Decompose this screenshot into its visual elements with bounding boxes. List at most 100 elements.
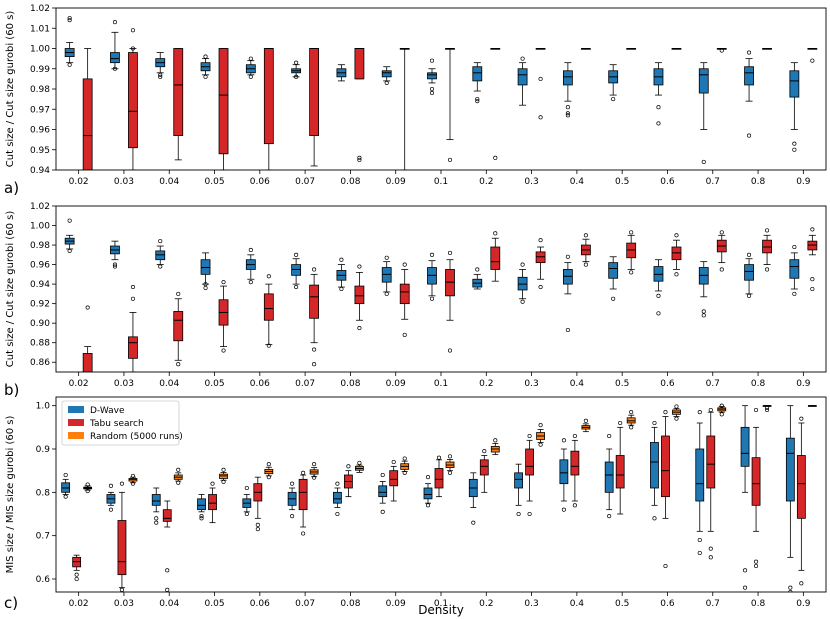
- box-dwave-0.05: [200, 54, 211, 79]
- flier-point: [663, 563, 668, 569]
- flier-point: [112, 20, 117, 25]
- x-tick-label: 0.07: [295, 599, 315, 609]
- y-tick-label: 0.96: [30, 261, 50, 271]
- legend-label: D-Wave: [90, 406, 125, 416]
- box-tabu-0.06: [253, 476, 263, 532]
- flier-point: [74, 576, 79, 582]
- box-dwave-0.05: [200, 252, 211, 291]
- flier-point: [63, 494, 68, 499]
- flier-point: [652, 516, 657, 521]
- flier-point: [652, 420, 657, 426]
- flier-point: [697, 537, 702, 543]
- flier-point: [165, 587, 170, 592]
- flier-point: [255, 522, 260, 527]
- x-tick-label: 0.4: [570, 379, 585, 389]
- box-dwave-0.9: [789, 244, 800, 296]
- x-tick-label: 0.7: [706, 599, 720, 609]
- flier-point: [301, 470, 306, 475]
- box-dwave-0.09: [381, 255, 392, 296]
- box-tabu-0.9: [807, 48, 818, 63]
- box-body: [740, 426, 750, 467]
- flier-point: [475, 97, 480, 102]
- box-dwave-0.9: [785, 405, 795, 592]
- box-dwave-0.03: [110, 240, 120, 269]
- flier-point: [165, 568, 170, 573]
- box-dwave-0.04: [155, 239, 166, 269]
- box-tabu-0.8: [751, 407, 761, 569]
- flier-point: [203, 282, 208, 287]
- box-body: [423, 487, 433, 500]
- x-tick-label: 0.8: [751, 599, 766, 609]
- box-dwave-0.06: [245, 247, 256, 285]
- flier-point: [130, 481, 135, 486]
- flier-point: [792, 141, 797, 146]
- box-body: [698, 68, 709, 94]
- x-tick-label: 0.8: [751, 177, 766, 187]
- y-tick-label: 1.00: [30, 222, 50, 232]
- flier-point: [583, 262, 588, 267]
- box-body: [427, 72, 437, 80]
- flier-point: [67, 16, 72, 21]
- box-body: [796, 455, 806, 519]
- flier-point: [754, 563, 759, 569]
- flier-point: [583, 418, 588, 423]
- y-tick-label: 0.6: [36, 575, 51, 585]
- flier-point: [520, 262, 525, 267]
- flier-point: [471, 520, 476, 525]
- legend-label: Random (5000 runs): [90, 432, 183, 442]
- box-tabu-0.06: [263, 274, 274, 348]
- flier-point: [391, 459, 396, 465]
- flier-point: [701, 159, 706, 164]
- y-tick-label: 1.00: [30, 45, 50, 55]
- box-body: [608, 262, 619, 279]
- flier-point: [765, 267, 770, 272]
- x-tick-label: 0.1: [434, 379, 448, 389]
- box-body: [333, 491, 342, 504]
- flier-point: [436, 455, 442, 460]
- x-tick-label: 0.5: [615, 599, 629, 609]
- box-tabu-0.05: [218, 48, 229, 170]
- box-random-0.8: [762, 405, 772, 413]
- flier-point: [708, 407, 713, 413]
- x-tick-label: 0.03: [114, 599, 134, 609]
- box-dwave-0.04: [155, 52, 166, 79]
- box-dwave-0.07: [287, 481, 297, 519]
- flier-point: [697, 410, 702, 415]
- flier-point: [754, 407, 759, 413]
- box-tabu-0.7: [706, 407, 716, 560]
- box-body: [525, 448, 534, 476]
- flier-point: [629, 270, 634, 275]
- flier-point: [719, 48, 724, 53]
- flier-point: [130, 46, 135, 51]
- box-dwave-0.6: [653, 62, 664, 126]
- box-dwave-0.05: [197, 494, 206, 521]
- flier-point: [112, 264, 117, 269]
- flier-point: [447, 157, 453, 162]
- x-tick-label: 0.02: [69, 599, 89, 609]
- x-tick-label: 0.07: [295, 379, 315, 389]
- box-dwave-0.04: [151, 487, 161, 525]
- box-dwave-0.8: [740, 405, 750, 590]
- box-dwave-0.02: [61, 472, 71, 499]
- box-tabu-0.9: [807, 227, 818, 292]
- flier-point: [747, 133, 752, 138]
- box-body: [434, 468, 444, 489]
- x-tick-label: 0.9: [796, 379, 811, 389]
- box-body: [309, 48, 320, 136]
- flier-point: [312, 347, 317, 352]
- box-body: [389, 470, 399, 487]
- y-tick-label: 0.88: [30, 339, 50, 349]
- axes-frame: [55, 7, 827, 171]
- box-body: [399, 283, 410, 305]
- box-random-0.3: [536, 423, 545, 447]
- flier-point: [357, 460, 362, 465]
- flier-point: [447, 348, 453, 353]
- flier-point: [357, 264, 362, 269]
- legend-frame: [61, 400, 180, 446]
- box-body: [208, 494, 217, 511]
- flier-point: [429, 91, 435, 96]
- flier-point: [429, 86, 435, 92]
- flier-point: [719, 267, 724, 272]
- flier-point: [176, 362, 181, 367]
- x-tick-label: 0.6: [660, 177, 675, 187]
